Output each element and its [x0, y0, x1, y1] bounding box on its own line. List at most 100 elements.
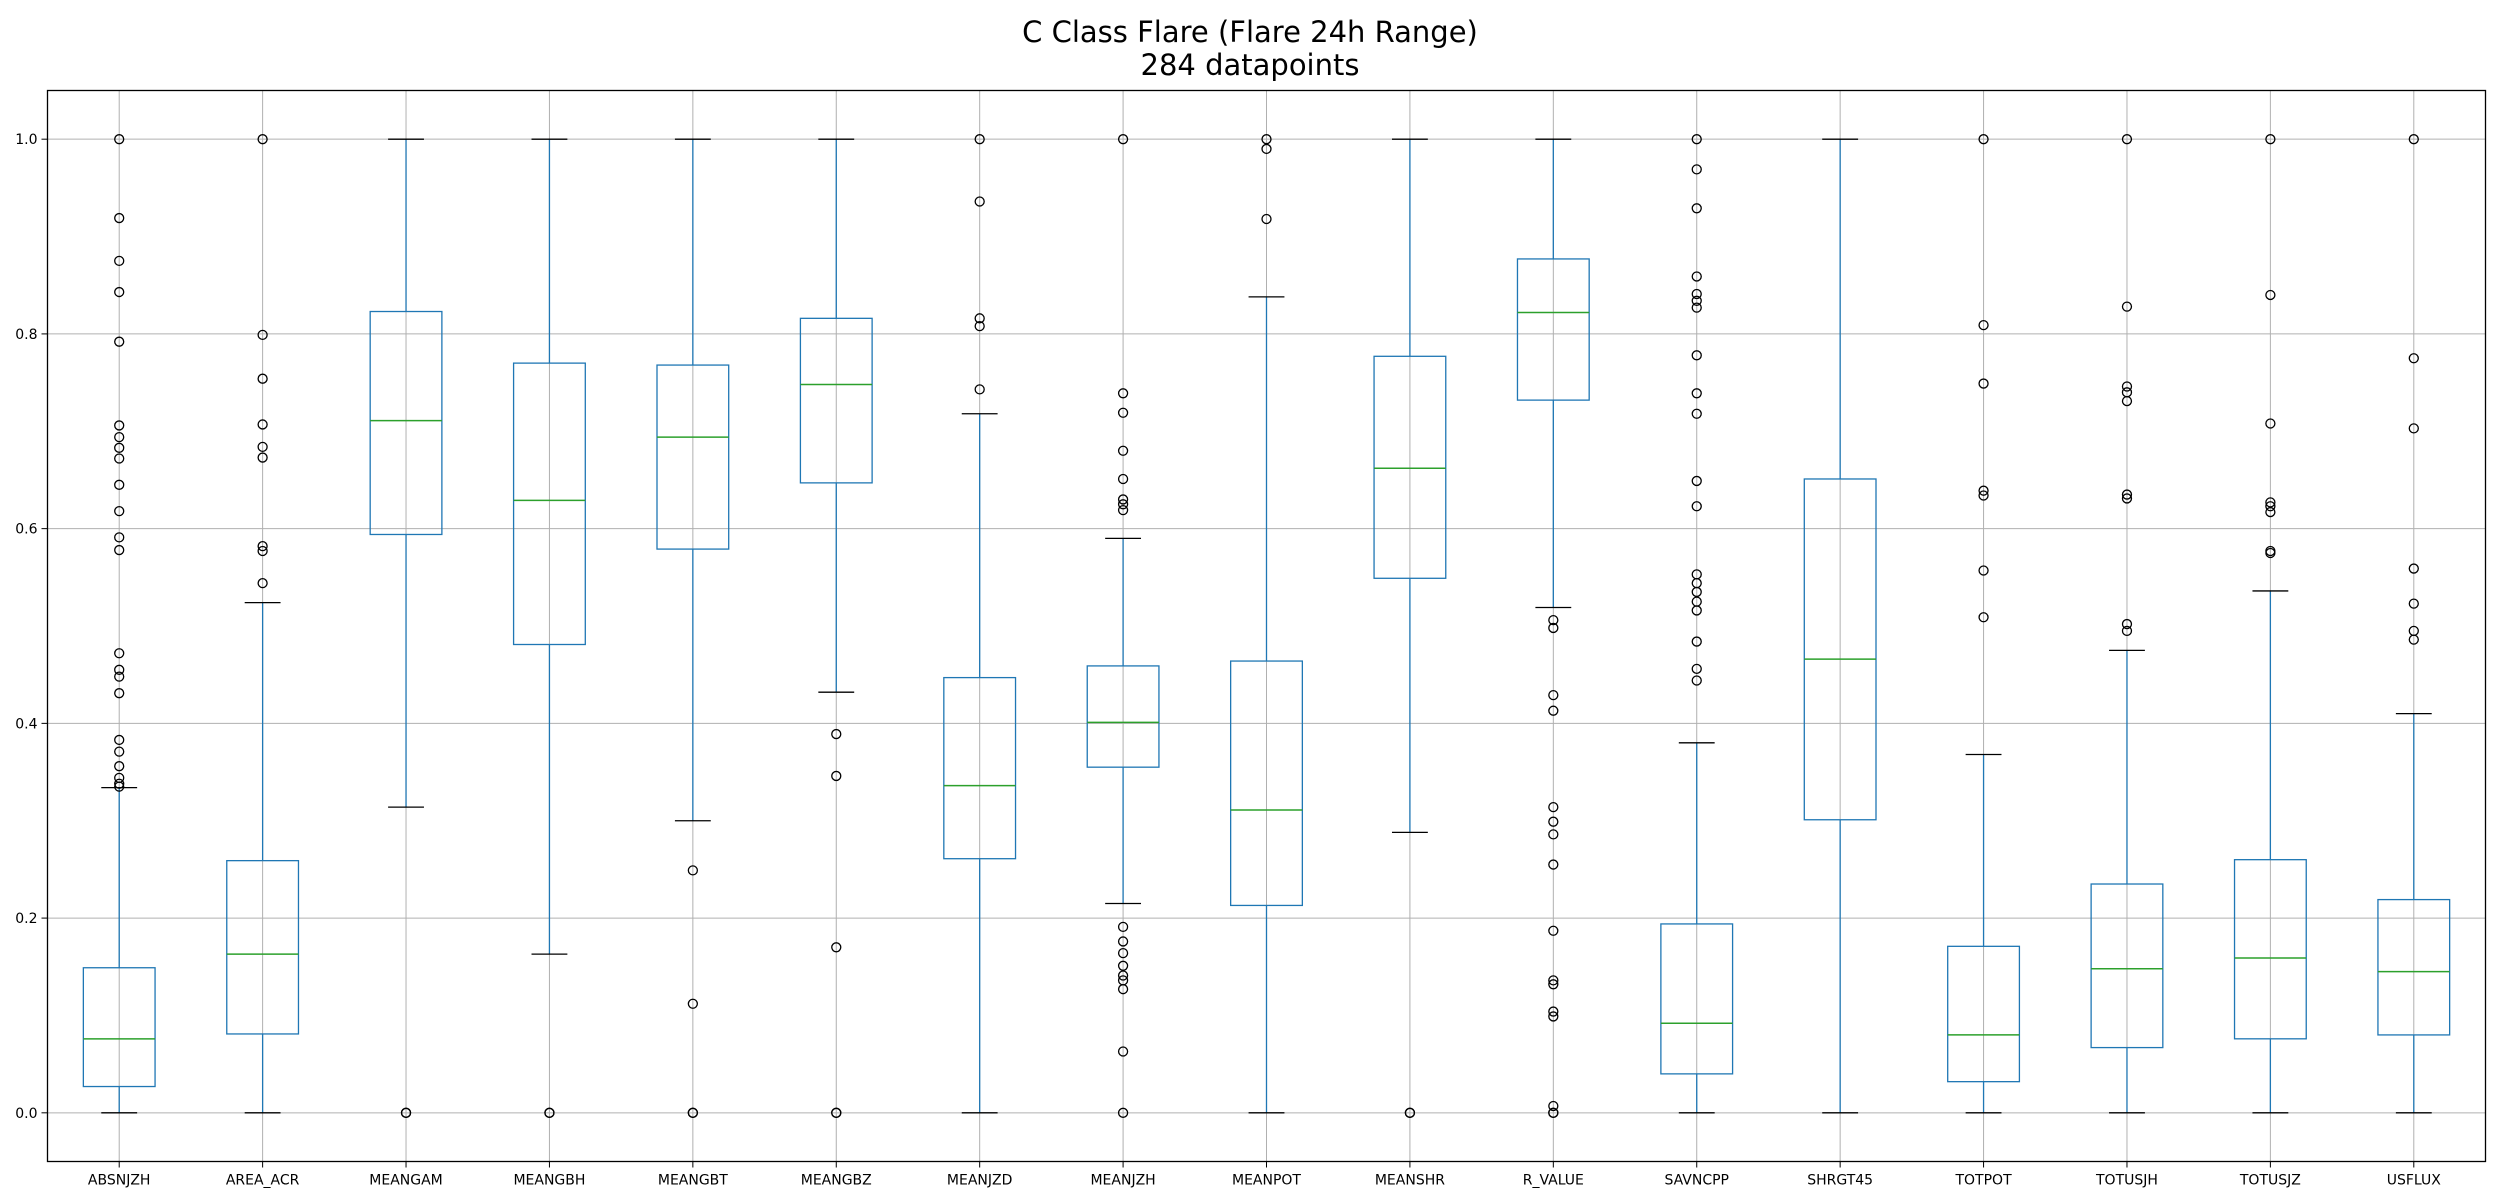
box-meangbh [512, 138, 586, 1118]
outlier-point [114, 286, 125, 298]
outlier-point [1691, 636, 1702, 647]
outlier-point [1548, 1006, 1559, 1017]
outlier-point [257, 545, 268, 557]
outlier-point [114, 688, 125, 699]
outlier-point [114, 442, 125, 453]
outlier-point [1117, 494, 1129, 505]
outlier-point [114, 336, 125, 347]
outlier-point [257, 134, 268, 145]
box-totusjh [2090, 134, 2164, 1114]
box-savncpp [1660, 134, 1734, 1114]
outlier-point [687, 1107, 699, 1118]
outlier-point [1548, 979, 1559, 990]
box-meanpot [1229, 134, 1304, 1114]
box-body [1947, 945, 2021, 1083]
y-tick-label: 0.0 [15, 1106, 37, 1122]
outlier-point [2265, 418, 2276, 429]
outlier-point [1691, 164, 1702, 175]
outlier-point [1691, 475, 1702, 487]
outlier-point [257, 373, 268, 384]
y-tick-label: 0.2 [15, 911, 37, 927]
outlier-point [1404, 1107, 1416, 1118]
outlier-point [114, 781, 125, 792]
outlier-point [114, 734, 125, 746]
box-meanjzh [1086, 134, 1160, 1118]
chart-subtitle: 284 datapoints [1140, 48, 1360, 82]
outlier-point [544, 1107, 555, 1118]
outlier-point [1117, 984, 1129, 995]
outlier-point [2408, 598, 2419, 609]
outlier-point [1548, 816, 1559, 827]
outlier-point [1978, 612, 1989, 623]
outlier-point [1548, 705, 1559, 716]
outlier-point [1548, 829, 1559, 840]
outlier-point [114, 664, 125, 675]
outlier-point [2121, 134, 2133, 145]
outlier-point [1691, 586, 1702, 598]
y-tick-label: 0.8 [15, 327, 37, 343]
outlier-point [114, 505, 125, 517]
box-body [2233, 859, 2307, 1040]
box-r-value [1516, 138, 1590, 1118]
box-body [1660, 923, 1734, 1075]
x-tick-label: MEANGBT [658, 1173, 728, 1189]
outlier-point [1117, 445, 1129, 456]
box-body [1086, 665, 1160, 768]
box-meanshr [1373, 138, 1447, 1118]
outlier-point [1117, 504, 1129, 516]
outlier-point [1261, 143, 1272, 155]
outlier-point [257, 541, 268, 552]
box-body [1373, 355, 1447, 579]
outlier-point [2408, 563, 2419, 574]
outlier-point [2265, 289, 2276, 301]
outlier-point [257, 419, 268, 430]
outlier-point [687, 998, 699, 1009]
outlier-point [114, 648, 125, 659]
outlier-point [2121, 625, 2133, 637]
outlier-point [1548, 801, 1559, 813]
outlier-point [1978, 134, 1989, 145]
outlier-point [687, 865, 699, 876]
outlier-point [257, 441, 268, 453]
outlier-point [1117, 134, 1129, 145]
outlier-point [1691, 675, 1702, 686]
outlier-point [2121, 301, 2133, 312]
box-body [799, 317, 873, 484]
outlier-point [1548, 689, 1559, 701]
outlier-point [1117, 1107, 1129, 1118]
outlier-point [1691, 302, 1702, 313]
outlier-point [1691, 295, 1702, 306]
chart-title: C Class Flare (Flare 24h Range) 284 data… [0, 16, 2500, 82]
x-tick-label: MEANGAM [369, 1173, 442, 1189]
outlier-point [1548, 925, 1559, 936]
x-tick-label: MEANJZD [947, 1173, 1012, 1189]
outlier-point [1117, 1046, 1129, 1057]
outlier-point [974, 320, 985, 332]
outlier-point [114, 255, 125, 267]
box-body [2377, 898, 2451, 1036]
x-tick-label: ABSNJZH [88, 1173, 151, 1189]
outlier-point [2265, 506, 2276, 518]
outlier-point [2408, 134, 2419, 145]
outlier-point [2265, 547, 2276, 559]
x-tick-label: AREA_ACR [226, 1173, 300, 1189]
x-tick-label: MEANGBZ [801, 1173, 872, 1189]
x-tick-label: MEANSHR [1375, 1173, 1445, 1189]
outlier-point [1117, 947, 1129, 959]
outlier-point [1117, 407, 1129, 418]
outlier-point [1117, 921, 1129, 933]
axis-ticks: 0.0 0.2 0.4 0.6 0.8 1.0 ABSNJZH AREA_ACR MEANGAM… [15, 132, 2441, 1188]
outlier-point [831, 942, 842, 953]
outlier-point [2408, 423, 2419, 434]
outlier-point [2408, 634, 2419, 645]
box-body [2090, 883, 2164, 1049]
outlier-point [1691, 350, 1702, 361]
outlier-point [257, 329, 268, 341]
outlier-point [1548, 975, 1559, 986]
outlier-point [1691, 271, 1702, 282]
outlier-point [2121, 489, 2133, 500]
box-usflux [2377, 134, 2451, 1114]
outlier-point [114, 212, 125, 224]
outlier-point [1548, 1107, 1559, 1118]
